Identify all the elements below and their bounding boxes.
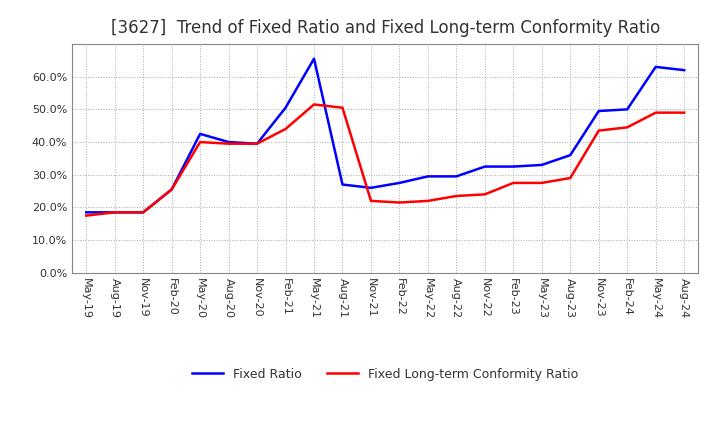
Fixed Long-term Conformity Ratio <box>480 192 489 197</box>
Fixed Long-term Conformity Ratio <box>282 126 290 132</box>
Fixed Long-term Conformity Ratio <box>623 125 631 130</box>
Fixed Long-term Conformity Ratio <box>452 193 461 198</box>
Fixed Long-term Conformity Ratio <box>225 141 233 147</box>
Fixed Long-term Conformity Ratio <box>509 180 518 186</box>
Line: Fixed Ratio: Fixed Ratio <box>86 59 684 213</box>
Fixed Ratio <box>652 64 660 70</box>
Title: [3627]  Trend of Fixed Ratio and Fixed Long-term Conformity Ratio: [3627] Trend of Fixed Ratio and Fixed Lo… <box>111 19 660 37</box>
Fixed Long-term Conformity Ratio <box>110 210 119 215</box>
Fixed Long-term Conformity Ratio <box>395 200 404 205</box>
Fixed Long-term Conformity Ratio <box>680 110 688 115</box>
Fixed Ratio <box>110 210 119 215</box>
Fixed Ratio <box>423 174 432 179</box>
Fixed Long-term Conformity Ratio <box>253 141 261 147</box>
Fixed Ratio <box>82 210 91 215</box>
Fixed Long-term Conformity Ratio <box>423 198 432 204</box>
Fixed Ratio <box>338 182 347 187</box>
Fixed Ratio <box>566 153 575 158</box>
Fixed Long-term Conformity Ratio <box>366 198 375 204</box>
Fixed Ratio <box>480 164 489 169</box>
Fixed Long-term Conformity Ratio <box>139 210 148 215</box>
Line: Fixed Long-term Conformity Ratio: Fixed Long-term Conformity Ratio <box>86 104 684 216</box>
Fixed Long-term Conformity Ratio <box>652 110 660 115</box>
Legend: Fixed Ratio, Fixed Long-term Conformity Ratio: Fixed Ratio, Fixed Long-term Conformity … <box>187 363 583 385</box>
Fixed Ratio <box>310 56 318 61</box>
Fixed Ratio <box>282 105 290 110</box>
Fixed Long-term Conformity Ratio <box>566 176 575 181</box>
Fixed Ratio <box>167 187 176 192</box>
Fixed Ratio <box>366 185 375 191</box>
Fixed Long-term Conformity Ratio <box>537 180 546 186</box>
Fixed Ratio <box>452 174 461 179</box>
Fixed Ratio <box>139 210 148 215</box>
Fixed Ratio <box>253 141 261 147</box>
Fixed Long-term Conformity Ratio <box>595 128 603 133</box>
Fixed Long-term Conformity Ratio <box>338 105 347 110</box>
Fixed Ratio <box>595 108 603 114</box>
Fixed Ratio <box>395 180 404 186</box>
Fixed Long-term Conformity Ratio <box>82 213 91 218</box>
Fixed Long-term Conformity Ratio <box>196 139 204 145</box>
Fixed Ratio <box>680 67 688 73</box>
Fixed Long-term Conformity Ratio <box>310 102 318 107</box>
Fixed Long-term Conformity Ratio <box>167 187 176 192</box>
Fixed Ratio <box>623 107 631 112</box>
Fixed Ratio <box>196 131 204 136</box>
Fixed Ratio <box>509 164 518 169</box>
Fixed Ratio <box>537 162 546 168</box>
Fixed Ratio <box>225 139 233 145</box>
